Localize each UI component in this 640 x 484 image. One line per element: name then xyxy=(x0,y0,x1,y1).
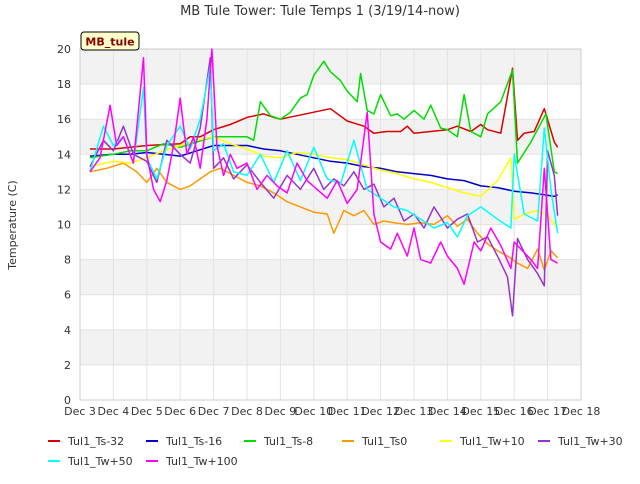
x-tick-label: Dec 6 xyxy=(164,405,196,418)
x-tick-label: Dec 14 xyxy=(428,405,467,418)
y-tick-label: 16 xyxy=(57,113,71,126)
legend-item: Tul1_Ts-16 xyxy=(146,435,222,448)
x-tick-label: Dec 15 xyxy=(461,405,500,418)
legend-label: Tul1_Tw+10 xyxy=(459,435,525,448)
legend-item: Tul1_Ts-32 xyxy=(48,435,124,448)
series-line-Tul1_Tw+10 xyxy=(89,136,559,229)
series-line-Tul1_Ts0 xyxy=(89,162,559,271)
background-band xyxy=(80,49,581,85)
y-tick-label: 0 xyxy=(64,394,71,407)
x-tick-label: Dec 8 xyxy=(231,405,263,418)
y-tick-label: 2 xyxy=(64,359,71,372)
site-label-text: MB_tule xyxy=(85,36,134,49)
legend-item: Tul1_Ts0 xyxy=(342,435,407,448)
x-tick-label: Dec 17 xyxy=(528,405,567,418)
site-label-background xyxy=(80,31,140,51)
x-tick-label: Dec 3 xyxy=(64,405,96,418)
legend-item: Tul1_Tw+10 xyxy=(440,435,525,448)
y-tick-label: 14 xyxy=(57,148,71,161)
y-tick-label: 6 xyxy=(64,289,71,302)
legend-item: Tul1_Tw+100 xyxy=(146,455,238,468)
site-label-box: MB_tule xyxy=(80,31,140,51)
legend: Tul1_Ts-32 Tul1_Ts-16 Tul1_Ts-8 Tul1_Ts0 Tul… xyxy=(48,435,623,468)
legend-label: Tul1_Tw+50 xyxy=(67,455,133,468)
x-tick-label: Dec 10 xyxy=(294,405,333,418)
legend-item: Tul1_Tw+30 xyxy=(538,435,623,448)
plot-frame xyxy=(79,48,582,401)
y-tick-label: 12 xyxy=(57,183,71,196)
y-tick-label: 10 xyxy=(57,219,71,232)
background-band xyxy=(80,329,581,365)
x-tick-label: Dec 11 xyxy=(328,405,367,418)
legend-label: Tul1_Ts-16 xyxy=(165,435,222,448)
chart-title: MB Tule Tower: Tule Temps 1 (3/19/14-now… xyxy=(180,4,460,19)
x-tick-label: Dec 13 xyxy=(395,405,434,418)
x-tick-label: Dec 7 xyxy=(198,405,230,418)
legend-label: Tul1_Tw+30 xyxy=(557,435,623,448)
background-band xyxy=(80,119,581,155)
series-line-Tul1_Tw+100 xyxy=(89,48,558,285)
background-bands xyxy=(80,49,581,365)
legend-label: Tul1_Tw+100 xyxy=(165,455,238,468)
x-tick-label: Dec 18 xyxy=(562,405,601,418)
series-line-Tul1_Ts-8 xyxy=(89,60,558,175)
series-line-Tul1_Ts-16 xyxy=(89,144,558,198)
legend-item: Tul1_Tw+50 xyxy=(48,455,133,468)
y-tick-label: 20 xyxy=(57,43,71,56)
series-line-Tul1_Tw+30 xyxy=(89,57,559,317)
background-band xyxy=(80,189,581,225)
legend-item: Tul1_Ts-8 xyxy=(244,435,313,448)
x-tick-label: Dec 4 xyxy=(98,405,130,418)
x-tick-label: Dec 16 xyxy=(495,405,534,418)
background-band xyxy=(80,259,581,295)
legend-label: Tul1_Ts0 xyxy=(361,435,407,448)
series-lines xyxy=(89,48,559,317)
x-tick-label: Dec 9 xyxy=(265,405,297,418)
y-tick-label: 8 xyxy=(64,254,71,267)
y-tick-label: 18 xyxy=(57,78,71,91)
legend-label: Tul1_Ts-32 xyxy=(67,435,124,448)
series-line-Tul1_Tw+50 xyxy=(89,65,559,238)
x-tick-label: Dec 5 xyxy=(131,405,163,418)
x-tick-label: Dec 12 xyxy=(361,405,400,418)
y-tick-label: 4 xyxy=(64,324,71,337)
y-axis-label: Temperature (C) xyxy=(6,180,19,270)
legend-label: Tul1_Ts-8 xyxy=(263,435,313,448)
y-tick-labels: 0 2 4 6 8 10 12 14 16 18 20 xyxy=(57,43,71,407)
